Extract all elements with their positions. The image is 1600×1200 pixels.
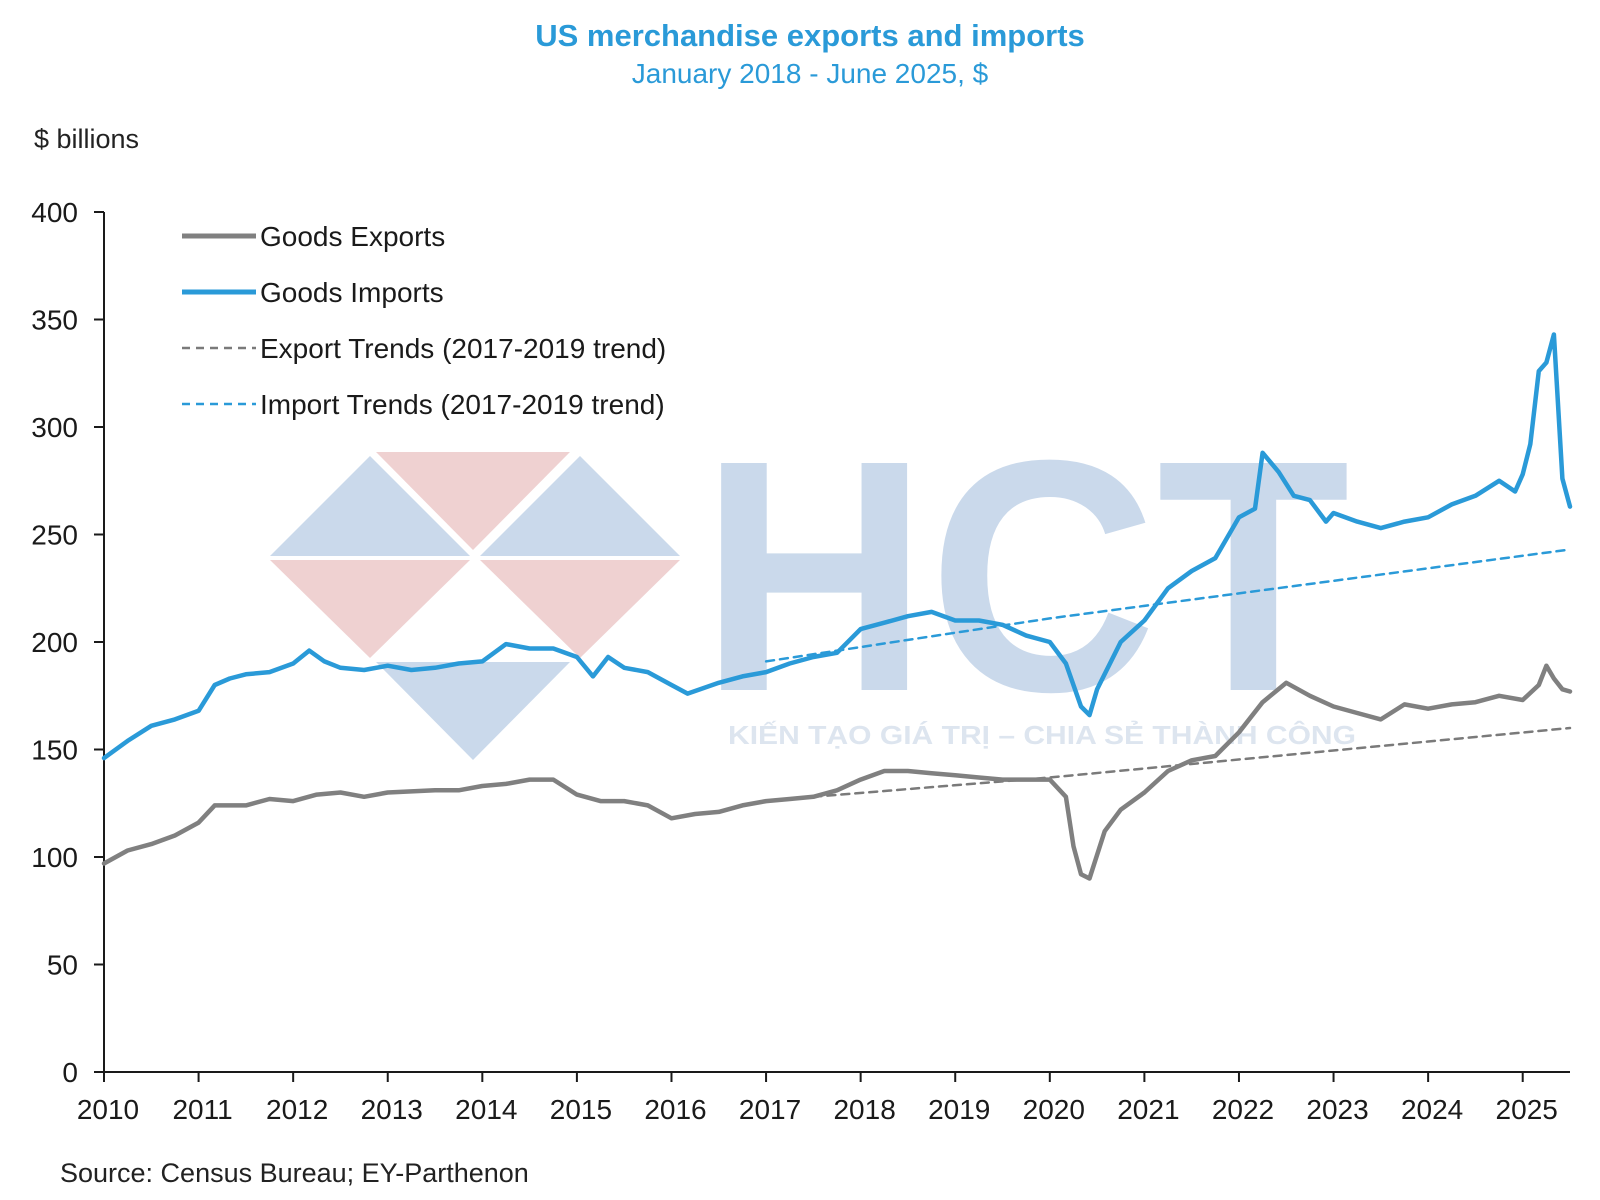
x-tick-label: 2024 [1401,1094,1463,1125]
watermark-triangle [270,456,470,556]
y-tick-label: 300 [31,412,78,443]
watermark-triangle [480,456,680,556]
chart-title: US merchandise exports and imports [535,18,1085,53]
x-tick-label: 2021 [1117,1094,1179,1125]
x-tick-label: 2016 [644,1094,706,1125]
trend-line-imports [764,548,1572,663]
x-tick-label: 2023 [1306,1094,1368,1125]
y-axis-unit-label: $ billions [34,124,140,154]
x-tick-label: 2025 [1496,1094,1558,1125]
legend-label: Export Trends (2017-2019 trend) [260,333,666,364]
watermark-triangle [376,452,570,550]
x-tick-label: 2013 [361,1094,423,1125]
source-note: Source: Census Bureau; EY-Parthenon [60,1158,529,1188]
x-tick-label: 2019 [928,1094,990,1125]
legend-label: Import Trends (2017-2019 trend) [260,389,665,420]
legend-label: Goods Exports [260,221,445,252]
x-tick-label: 2022 [1212,1094,1274,1125]
watermark-triangle [480,560,680,658]
y-tick-label: 200 [31,627,78,658]
y-tick-label: 350 [31,305,78,336]
watermark-triangle [270,560,470,658]
legend: Goods Exports Goods Imports Export Trends … [182,221,666,420]
watermark-triangle [376,662,570,760]
y-tick-label: 100 [31,842,78,873]
axes: 0 50 100 150 200 250 300 350 400 2010 2011 2012 2013… [31,197,1570,1125]
y-tick-label: 0 [62,1057,78,1088]
watermark-logo: HCT KIẾN TẠO GIÁ TRỊ – CHIA SẺ THÀNH CÔN… [270,391,1356,760]
y-tick-label: 400 [31,197,78,228]
watermark-logo-text: HCT [700,391,1350,760]
x-tick-label: 2012 [266,1094,328,1125]
x-tick-label: 2020 [1023,1094,1085,1125]
x-tick-label: 2018 [833,1094,895,1125]
legend-label: Goods Imports [260,277,444,308]
chart-subtitle: January 2018 - June 2025, $ [631,58,989,89]
series-line-exports [101,663,1573,881]
x-tick-label: 2015 [550,1094,612,1125]
y-tick-label: 150 [31,735,78,766]
series-lines [101,332,1573,881]
y-tick-label: 50 [47,950,78,981]
y-tick-label: 250 [31,520,78,551]
x-tick-label: 2011 [172,1094,232,1125]
x-tick-label: 2010 [77,1094,139,1125]
x-tick-label: 2014 [455,1094,517,1125]
watermark-tagline: KIẾN TẠO GIÁ TRỊ – CHIA SẺ THÀNH CÔNG [728,720,1356,750]
x-tick-label: 2017 [739,1094,801,1125]
series-line-imports [101,332,1573,761]
